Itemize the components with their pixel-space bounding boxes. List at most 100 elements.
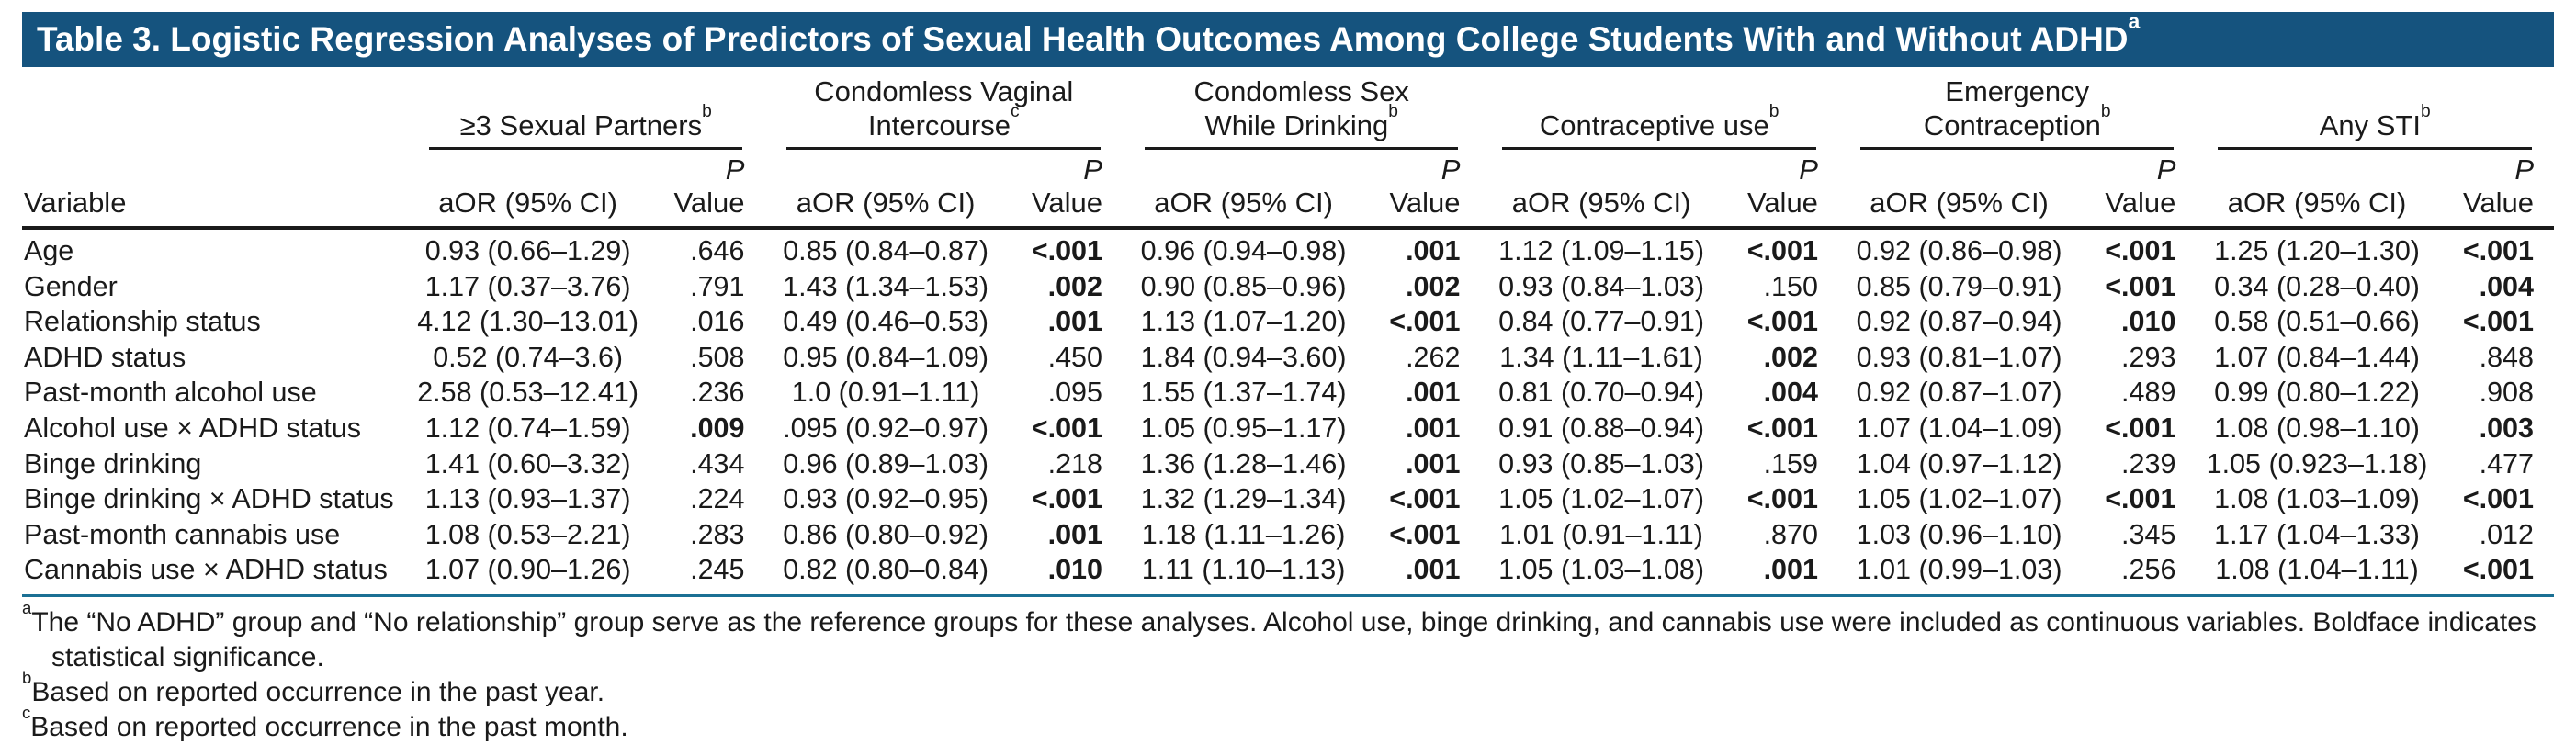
p-value-cell: <.001 (1746, 235, 1818, 266)
outcome-group-label: Condomless Vaginal Intercoursec (814, 75, 1074, 141)
p-value-cell: .009 (690, 412, 745, 444)
aor-cell: 0.91 (0.88–0.94) (1498, 412, 1704, 444)
p-value-cell: .001 (1406, 377, 1461, 409)
p-value-column-header: P Value (1006, 150, 1123, 230)
aor-cell: 4.12 (1.30–13.01) (417, 306, 639, 338)
aor-cell: 1.03 (0.96–1.10) (1856, 518, 2062, 550)
p-value-cell: .283 (690, 518, 745, 550)
footnote-marker: c (22, 702, 31, 722)
footnote: bBased on reported occurrence in the pas… (22, 667, 605, 707)
p-value-cell: <.001 (2105, 235, 2176, 266)
aor-cell: 1.18 (1.11–1.26) (1141, 518, 1346, 550)
variable-group-spacer (22, 74, 407, 150)
table-row: Past-month alcohol use 2.58 (0.53–12.41).… (22, 375, 2554, 411)
p-value-cell: <.001 (1389, 518, 1461, 550)
title-footnote-marker: a (2128, 12, 2141, 34)
p-value-cell: .001 (1406, 447, 1461, 480)
footnote-marker: b (2100, 102, 2111, 122)
aor-column-header: aOR (95% CI) (407, 150, 650, 230)
p-value-cell: .239 (2121, 447, 2176, 480)
aor-cell: 1.05 (1.02–1.07) (1498, 483, 1704, 515)
p-value-cell: .003 (2479, 412, 2534, 444)
p-value-cell: .016 (690, 306, 745, 338)
p-value-cell: .477 (2479, 447, 2534, 480)
table-row: Age 0.93 (0.66–1.29) .646 0.85 (0.84–0.87) <… (22, 228, 2554, 269)
aor-cell: 0.95 (0.84–1.09) (783, 341, 989, 373)
aor-cell: 1.17 (1.04–1.33) (2214, 518, 2420, 550)
variable-cell: Age (24, 235, 74, 266)
variable-cell: Relationship status (24, 306, 261, 338)
footnote-marker: b (1388, 102, 1398, 122)
aor-cell: 0.85 (0.79–0.91) (1856, 270, 2062, 302)
p-value-cell: <.001 (1389, 483, 1461, 515)
p-value-column-header: P Value (2080, 150, 2197, 230)
spanner-rule (786, 147, 1101, 150)
aor-cell: 1.25 (1.20–1.30) (2214, 235, 2420, 266)
aor-cell: 1.32 (1.29–1.34) (1140, 483, 1347, 515)
p-value-cell: .848 (2479, 341, 2534, 373)
aor-cell: 0.86 (0.80–0.92) (783, 518, 989, 550)
p-value-cell: .010 (1047, 554, 1102, 586)
p-value-cell: <.001 (1746, 306, 1818, 338)
aor-column-header: aOR (95% CI) (1837, 150, 2081, 230)
table-row: Binge drinking 1.41 (0.60–3.32) .434 0.96 (… (22, 446, 2554, 482)
table-title-bar: Table 3. Logistic Regression Analyses of… (22, 12, 2554, 67)
p-value-cell: <.001 (2462, 235, 2534, 266)
variable-cell: ADHD status (24, 341, 186, 373)
aor-cell: 0.93 (0.81–1.07) (1856, 341, 2062, 373)
p-value-cell: <.001 (1031, 235, 1102, 266)
spanner-rule (429, 147, 743, 150)
p-value-cell: <.001 (1031, 483, 1102, 515)
variable-cell: Binge drinking × ADHD status (24, 483, 394, 515)
aor-cell: 1.12 (0.74–1.59) (424, 412, 631, 444)
aor-cell: 1.11 (1.10–1.13) (1141, 554, 1346, 586)
aor-cell: 1.01 (0.91–1.11) (1499, 518, 1703, 550)
aor-cell: 1.0 (0.91–1.11) (791, 377, 980, 409)
aor-cell: 0.58 (0.51–0.66) (2214, 306, 2420, 338)
p-value-cell: .002 (1406, 270, 1461, 302)
table-title: Table 3. Logistic Regression Analyses of… (37, 12, 2140, 58)
aor-cell: 1.08 (1.04–1.11) (2215, 554, 2419, 586)
footnote-marker: c (1010, 102, 1020, 122)
p-value-cell: .004 (1763, 377, 1818, 409)
p-value-cell: .646 (690, 235, 745, 266)
aor-cell: 0.52 (0.74–3.6) (433, 341, 624, 373)
aor-column-header: aOR (95% CI) (764, 150, 1007, 230)
p-value-cell: <.001 (1746, 483, 1818, 515)
aor-cell: 1.13 (0.93–1.37) (424, 483, 631, 515)
table-row: Past-month cannabis use 1.08 (0.53–2.21).… (22, 517, 2554, 553)
variable-cell: Cannabis use × ADHD status (24, 554, 388, 586)
p-value-cell: <.001 (2462, 483, 2534, 515)
p-value-cell: .236 (690, 377, 745, 409)
p-value-column-header: P Value (1722, 150, 1838, 230)
p-value-cell: .002 (1763, 341, 1818, 373)
footnote-marker: b (2421, 102, 2431, 122)
outcome-group-header: ≥3 Sexual Partnersb (407, 74, 764, 150)
p-value-cell: <.001 (2105, 483, 2176, 515)
aor-cell: 0.96 (0.89–1.03) (783, 447, 989, 480)
p-value-cell: .245 (690, 554, 745, 586)
variable-cell: Past-month alcohol use (24, 377, 317, 409)
p-value-cell: <.001 (1031, 412, 1102, 444)
table-row: Cannabis use × ADHD status 1.07 (0.90–1.2… (22, 552, 2554, 588)
p-value-cell: .004 (2479, 270, 2534, 302)
footnote-marker: b (1768, 102, 1779, 122)
p-value-cell: .218 (1047, 447, 1102, 480)
aor-cell: 1.07 (0.90–1.26) (424, 554, 631, 586)
logistic-regression-table: ≥3 Sexual Partnersb Condomless Vaginal Int… (22, 74, 2554, 588)
p-value-cell: .224 (690, 483, 745, 515)
aor-cell: 0.81 (0.70–0.94) (1498, 377, 1704, 409)
aor-cell: 2.58 (0.53–12.41) (417, 377, 639, 409)
p-value-cell: .010 (2121, 306, 2176, 338)
p-value-cell: .791 (690, 270, 745, 302)
aor-cell: 1.13 (1.07–1.20) (1140, 306, 1347, 338)
aor-cell: 1.08 (1.03–1.09) (2214, 483, 2420, 515)
p-value-cell: <.001 (2462, 306, 2534, 338)
spanner-rule (1859, 147, 2175, 150)
table-row: Alcohol use × ADHD status 1.12 (0.74–1.59… (22, 411, 2554, 446)
aor-cell: 0.34 (0.28–0.40) (2214, 270, 2420, 302)
aor-cell: 1.84 (0.94–3.60) (1140, 341, 1347, 373)
aor-cell: 1.43 (1.34–1.53) (783, 270, 989, 302)
aor-cell: 1.17 (0.37–3.76) (424, 270, 631, 302)
aor-cell: 0.90 (0.85–0.96) (1140, 270, 1347, 302)
